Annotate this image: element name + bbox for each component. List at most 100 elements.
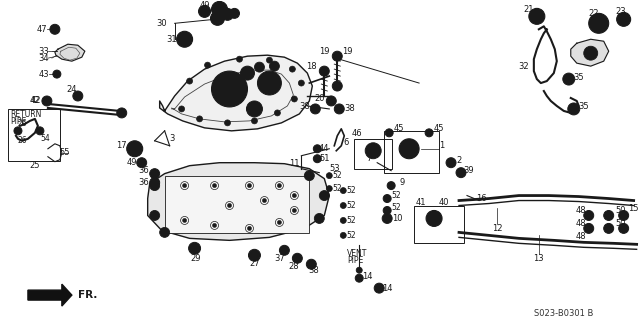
Text: 16: 16	[476, 194, 486, 203]
Text: 48: 48	[575, 206, 586, 215]
Circle shape	[314, 155, 321, 163]
Circle shape	[369, 147, 377, 155]
Text: 39: 39	[463, 166, 474, 175]
Circle shape	[326, 96, 336, 106]
Bar	[384, 131, 439, 173]
Text: 17: 17	[116, 141, 127, 150]
Text: 47: 47	[36, 25, 47, 34]
Circle shape	[356, 267, 362, 273]
Text: 35: 35	[579, 102, 589, 111]
Circle shape	[589, 13, 609, 33]
Text: 42: 42	[31, 96, 41, 106]
Text: 29: 29	[190, 254, 201, 263]
Circle shape	[159, 227, 170, 237]
Circle shape	[266, 57, 273, 63]
Circle shape	[314, 213, 324, 223]
Text: 34: 34	[38, 54, 49, 63]
Circle shape	[382, 213, 392, 223]
Text: 27: 27	[249, 259, 260, 268]
Circle shape	[314, 145, 321, 153]
Text: 28: 28	[288, 262, 299, 271]
Circle shape	[399, 139, 419, 159]
Polygon shape	[55, 44, 85, 61]
Circle shape	[53, 70, 61, 78]
Text: 55: 55	[60, 148, 70, 157]
Bar	[414, 205, 464, 243]
Circle shape	[241, 66, 255, 80]
Text: 35: 35	[573, 73, 584, 82]
Circle shape	[340, 218, 346, 223]
Circle shape	[425, 129, 433, 137]
Text: 25: 25	[29, 161, 40, 170]
Circle shape	[277, 184, 282, 188]
Text: 38: 38	[344, 104, 355, 114]
Text: 38: 38	[299, 102, 310, 111]
Text: PIPE: PIPE	[10, 117, 26, 126]
Circle shape	[127, 141, 143, 157]
Text: 13: 13	[534, 254, 544, 263]
Circle shape	[619, 223, 628, 234]
Text: 24: 24	[67, 85, 77, 93]
Circle shape	[568, 103, 580, 115]
Circle shape	[340, 232, 346, 238]
Text: 45: 45	[434, 124, 444, 133]
Circle shape	[340, 203, 346, 209]
Text: 9: 9	[399, 178, 404, 187]
Circle shape	[584, 46, 598, 60]
Text: 15: 15	[628, 204, 639, 213]
Circle shape	[212, 71, 248, 107]
Circle shape	[584, 211, 594, 220]
Text: 50: 50	[616, 206, 626, 215]
Circle shape	[221, 8, 234, 20]
Text: 45: 45	[394, 124, 404, 133]
Text: 32: 32	[518, 62, 529, 70]
Text: 51: 51	[319, 154, 330, 163]
Circle shape	[225, 120, 230, 126]
Circle shape	[326, 186, 332, 192]
Circle shape	[305, 171, 314, 181]
Circle shape	[246, 101, 262, 117]
Text: 12: 12	[492, 224, 502, 233]
Circle shape	[269, 61, 280, 71]
Circle shape	[36, 127, 44, 135]
Bar	[164, 176, 309, 234]
Circle shape	[264, 77, 275, 89]
Circle shape	[355, 274, 364, 282]
Text: 52: 52	[346, 216, 356, 225]
Circle shape	[137, 158, 147, 168]
Text: 40: 40	[439, 198, 449, 207]
Circle shape	[179, 106, 184, 112]
Circle shape	[257, 71, 282, 95]
Text: 52: 52	[391, 191, 401, 200]
Circle shape	[150, 169, 159, 179]
Circle shape	[237, 56, 243, 62]
Circle shape	[594, 19, 604, 28]
Circle shape	[292, 194, 296, 197]
Circle shape	[212, 1, 227, 17]
Text: FR.: FR.	[78, 290, 97, 300]
Circle shape	[334, 104, 344, 114]
Text: 2: 2	[456, 156, 461, 165]
Text: 52: 52	[346, 201, 356, 210]
Text: 18: 18	[306, 62, 317, 70]
Text: 23: 23	[615, 7, 626, 16]
Circle shape	[387, 182, 395, 189]
Text: 52: 52	[346, 231, 356, 240]
Circle shape	[220, 79, 239, 99]
Text: 3: 3	[169, 134, 174, 143]
Text: 49: 49	[199, 1, 210, 10]
Circle shape	[189, 242, 200, 254]
Text: VENT: VENT	[348, 249, 367, 258]
Circle shape	[187, 78, 193, 84]
Circle shape	[277, 220, 282, 225]
Text: 43: 43	[38, 70, 49, 78]
Text: 31: 31	[166, 35, 177, 44]
Circle shape	[205, 62, 211, 68]
Circle shape	[177, 31, 193, 47]
Circle shape	[291, 96, 298, 102]
Circle shape	[150, 178, 159, 188]
Text: 52: 52	[346, 186, 356, 195]
Circle shape	[262, 198, 266, 203]
Circle shape	[280, 245, 289, 255]
Circle shape	[426, 211, 442, 226]
